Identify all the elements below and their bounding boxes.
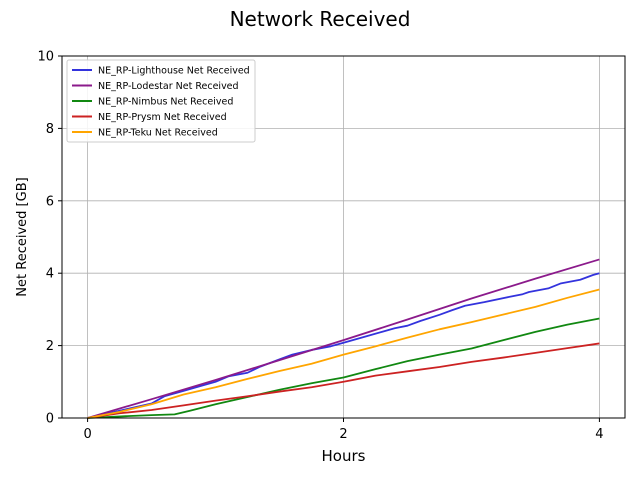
y-tick-label: 10	[37, 50, 54, 65]
y-tick-label: 6	[46, 194, 54, 209]
legend-label-2: NE_RP-Nimbus Net Received	[98, 97, 233, 108]
x-axis-ticks: 0 2 4	[83, 418, 604, 442]
x-tick-label: 2	[339, 427, 347, 442]
x-tick-label: 4	[595, 427, 603, 442]
legend: NE_RP-Lighthouse Net Received NE_RP-Lodes…	[66, 59, 256, 143]
x-tick-label: 0	[83, 427, 91, 442]
x-axis-label: Hours	[322, 447, 366, 465]
legend-label-0: NE_RP-Lighthouse Net Received	[98, 66, 250, 77]
series-layer	[87, 258, 600, 419]
y-tick-label: 4	[46, 267, 54, 282]
y-axis-label: Net Received [GB]	[15, 177, 30, 296]
y-tick-label: 2	[46, 339, 54, 354]
y-axis-ticks: 0 2 4 6 8 10	[37, 50, 62, 427]
chart-title: Network Received	[230, 7, 411, 31]
series-line-0	[87, 272, 600, 419]
legend-label-4: NE_RP-Teku Net Received	[98, 128, 218, 139]
y-tick-label: 0	[46, 412, 54, 427]
series-line-1	[87, 258, 600, 419]
series-line-2	[87, 317, 600, 419]
series-line-4	[87, 288, 600, 419]
legend-label-1: NE_RP-Lodestar Net Received	[98, 81, 239, 92]
legend-label-3: NE_RP-Prysm Net Received	[98, 112, 227, 123]
y-tick-label: 8	[46, 122, 54, 137]
series-line-3	[87, 342, 600, 419]
legend-box	[66, 59, 256, 143]
